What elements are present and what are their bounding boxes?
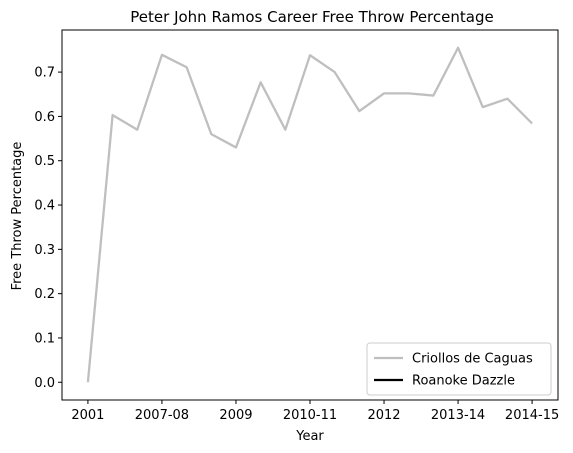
y-tick-label: 0.7 bbox=[34, 66, 55, 81]
x-tick-label: 2013-14 bbox=[431, 408, 485, 423]
y-tick-label: 0.3 bbox=[34, 243, 55, 258]
x-tick-label: 2007-08 bbox=[135, 408, 189, 423]
x-tick-label: 2014-15 bbox=[505, 408, 559, 423]
y-tick-label: 0.4 bbox=[34, 199, 55, 214]
plot-area bbox=[86, 46, 533, 383]
y-tick-label: 0.1 bbox=[34, 331, 55, 346]
y-tick-label: 0.0 bbox=[34, 376, 55, 391]
axes: 0.0 0.1 0.2 0.3 0.4 0.5 0.6 0.7 2001 2007-08 2009 2… bbox=[34, 29, 559, 423]
x-tick-label: 2010-11 bbox=[283, 408, 337, 423]
y-tick-label: 0.2 bbox=[34, 287, 55, 302]
y-tick-label: 0.6 bbox=[34, 110, 55, 125]
x-tick-label: 2012 bbox=[367, 408, 400, 423]
y-axis-label: Free Throw Percentage bbox=[10, 142, 25, 291]
x-axis-label: Year bbox=[295, 429, 324, 444]
legend-box bbox=[366, 342, 552, 396]
legend: Criollos de Caguas Roanoke Dazzle bbox=[366, 342, 552, 396]
chart-title: Peter John Ramos Career Free Throw Perce… bbox=[130, 8, 493, 26]
legend-label: Criollos de Caguas bbox=[412, 352, 533, 367]
y-tick-label: 0.5 bbox=[34, 154, 55, 169]
legend-label: Roanoke Dazzle bbox=[412, 374, 515, 389]
x-tick-label: 2001 bbox=[71, 408, 104, 423]
series-line-criollos-de-caguas bbox=[86, 46, 533, 383]
x-tick-label: 2009 bbox=[219, 408, 252, 423]
